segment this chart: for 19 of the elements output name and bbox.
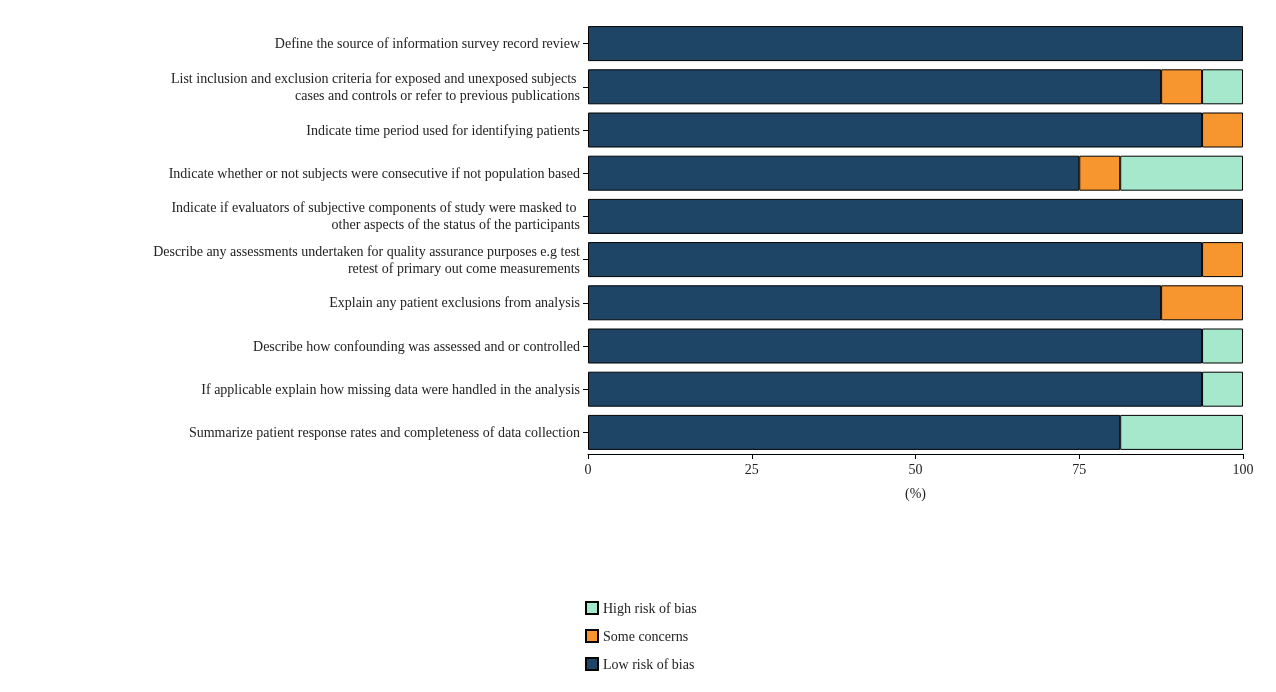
x-axis-title: (%) <box>905 485 927 502</box>
x-tick-label: 75 <box>1072 461 1087 477</box>
x-tick-label: 25 <box>744 461 759 477</box>
y-tick-label: Indicate if evaluators of subjective components of study were masked to other aspects of the status of the participants <box>171 200 580 233</box>
y-tick-label: Explain any patient exclusions from analysis <box>329 295 580 311</box>
y-tick-label: Indicate whether or not subjects were consecutive if not population based <box>168 165 580 181</box>
y-tick-label: Describe how confounding was assessed and or controlled <box>253 338 580 354</box>
y-tick-label: If applicable explain how missing data were handled in the analysis <box>201 381 580 397</box>
legend-label: High risk of bias <box>603 600 697 616</box>
x-tick-label: 100 <box>1232 461 1254 477</box>
legend-label: Low risk of bias <box>603 656 695 672</box>
y-tick-label: List inclusion and exclusion criteria for exposed and unexposed subjects cases and controls or refer to previous publications <box>170 70 580 103</box>
x-tick-label: 0 <box>584 461 592 477</box>
legend-label: Some concerns <box>603 628 689 644</box>
y-tick-label: Define the source of information survey record review <box>274 36 581 52</box>
y-tick-label: Describe any assessments undertaken for quality assurance purposes e.g test retest of primary out come measurements <box>153 243 581 276</box>
x-tick-label: 50 <box>908 461 923 477</box>
y-tick-label: Indicate time period used for identifying patients <box>306 122 580 138</box>
y-tick-label: Summarize patient response rates and completeness of data collection <box>188 424 580 440</box>
